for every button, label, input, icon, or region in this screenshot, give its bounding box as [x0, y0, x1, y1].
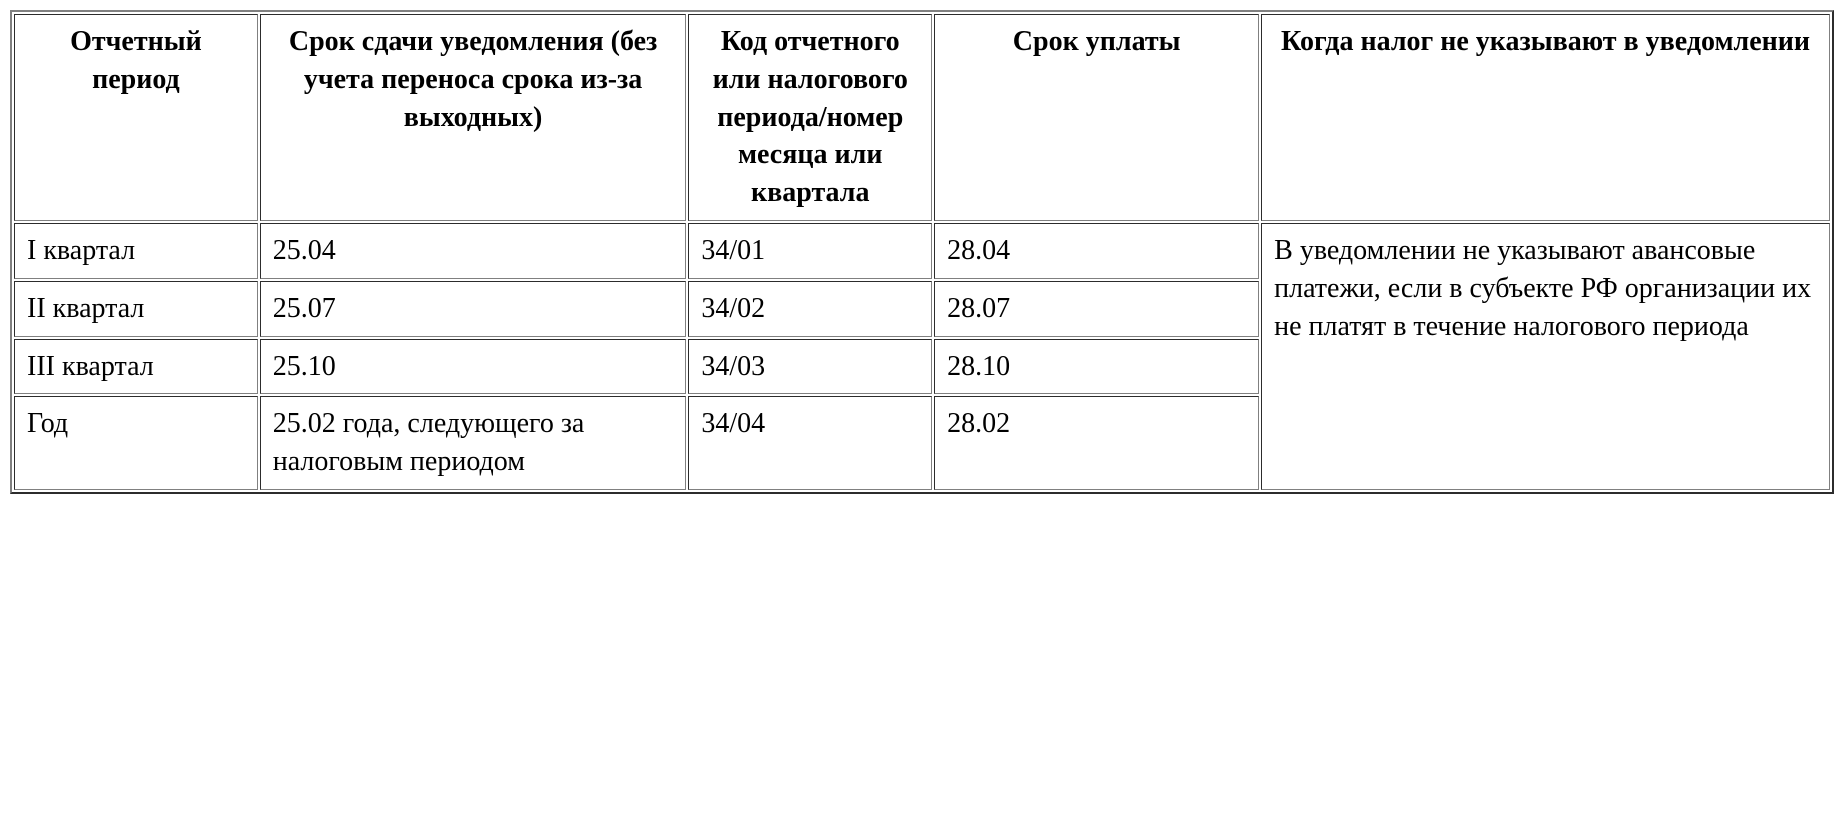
cell-submission-deadline: 25.10: [260, 339, 687, 395]
cell-period: II квартал: [14, 281, 258, 337]
header-payment-deadline: Срок уплаты: [934, 14, 1259, 221]
cell-period: Год: [14, 396, 258, 490]
header-submission-deadline: Срок сдачи уведомления (без учета перено…: [260, 14, 687, 221]
header-period-code: Код отчетного или налогового периода/ном…: [688, 14, 932, 221]
cell-payment-deadline: 28.10: [934, 339, 1259, 395]
cell-period: I квартал: [14, 223, 258, 279]
cell-payment-deadline: 28.04: [934, 223, 1259, 279]
cell-period-code: 34/01: [688, 223, 932, 279]
cell-period-code: 34/04: [688, 396, 932, 490]
cell-payment-deadline: 28.02: [934, 396, 1259, 490]
header-exclusion: Когда налог не указывают в уведомлении: [1261, 14, 1830, 221]
cell-submission-deadline: 25.04: [260, 223, 687, 279]
cell-payment-deadline: 28.07: [934, 281, 1259, 337]
cell-exclusion-note: В уведомлении не указывают авансовые пла…: [1261, 223, 1830, 490]
cell-period-code: 34/03: [688, 339, 932, 395]
tax-notification-table: Отчетный период Срок сдачи уведомления (…: [10, 10, 1834, 494]
cell-period: III квартал: [14, 339, 258, 395]
cell-period-code: 34/02: [688, 281, 932, 337]
cell-submission-deadline: 25.02 года, следующего за налоговым пери…: [260, 396, 687, 490]
cell-submission-deadline: 25.07: [260, 281, 687, 337]
table-row: I квартал 25.04 34/01 28.04 В уведомлени…: [14, 223, 1830, 279]
header-period: Отчетный период: [14, 14, 258, 221]
table-header-row: Отчетный период Срок сдачи уведомления (…: [14, 14, 1830, 221]
